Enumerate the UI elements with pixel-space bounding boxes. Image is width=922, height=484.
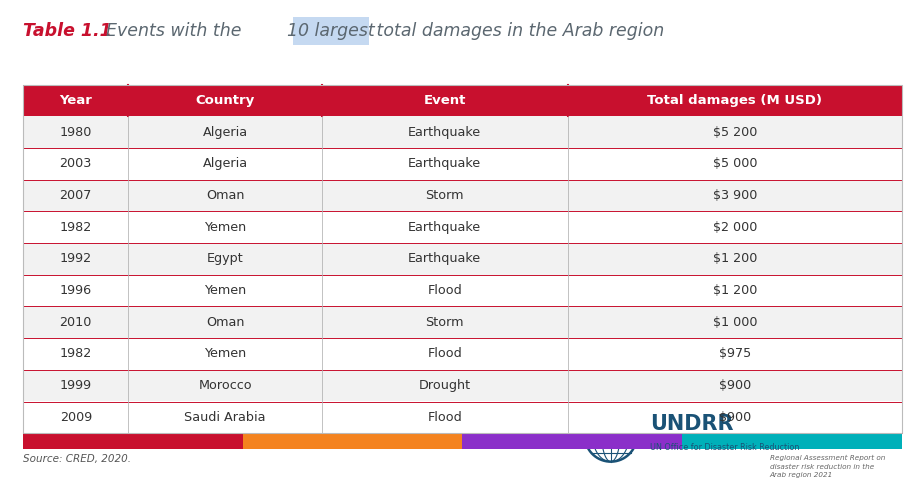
Text: Oman: Oman [206, 189, 244, 202]
Text: Algeria: Algeria [203, 157, 248, 170]
Text: $1 000: $1 000 [713, 316, 757, 329]
Text: Oman: Oman [206, 316, 244, 329]
Text: 1982: 1982 [60, 221, 92, 234]
Text: Regional Assessment Report on
disaster risk reduction in the
Arab region 2021: Regional Assessment Report on disaster r… [770, 455, 885, 478]
Text: Earthquake: Earthquake [408, 253, 481, 265]
Text: Egypt: Egypt [207, 253, 243, 265]
Text: UNDRR: UNDRR [650, 413, 734, 434]
Text: Flood: Flood [428, 411, 462, 424]
Text: UN Office for Disaster Risk Reduction: UN Office for Disaster Risk Reduction [650, 443, 799, 452]
Text: R: R [855, 402, 885, 440]
Text: $1 200: $1 200 [713, 284, 757, 297]
Text: $5 000: $5 000 [713, 157, 757, 170]
Text: Storm: Storm [426, 189, 464, 202]
Text: $975: $975 [718, 348, 751, 361]
Text: Year: Year [59, 94, 92, 107]
Text: Flood: Flood [428, 348, 462, 361]
Text: 1980: 1980 [60, 126, 92, 139]
Text: Saudi Arabia: Saudi Arabia [184, 411, 266, 424]
Text: Morocco: Morocco [198, 379, 252, 392]
Text: Drought: Drought [419, 379, 471, 392]
Text: Yemen: Yemen [204, 284, 246, 297]
Text: 1999: 1999 [60, 379, 92, 392]
Text: Я: Я [815, 402, 845, 440]
Text: 2007: 2007 [60, 189, 92, 202]
Text: Earthquake: Earthquake [408, 157, 481, 170]
Text: Earthquake: Earthquake [408, 126, 481, 139]
Text: 2009: 2009 [60, 411, 92, 424]
Text: $900: $900 [718, 411, 751, 424]
Text: Table 1.1: Table 1.1 [23, 22, 112, 41]
Text: Total damages (M USD): Total damages (M USD) [647, 94, 822, 107]
Text: Yemen: Yemen [204, 221, 246, 234]
Text: Flood: Flood [428, 284, 462, 297]
Text: 2010: 2010 [60, 316, 92, 329]
Text: 1982: 1982 [60, 348, 92, 361]
Text: 2003: 2003 [60, 157, 92, 170]
Text: Algeria: Algeria [203, 126, 248, 139]
Text: Yemen: Yemen [204, 348, 246, 361]
Text: $3 900: $3 900 [713, 189, 757, 202]
Text: Storm: Storm [426, 316, 464, 329]
Text: 10 largest: 10 largest [287, 22, 375, 41]
Text: R: R [774, 402, 805, 440]
Text: $900: $900 [718, 379, 751, 392]
Text: Source: CRED, 2020.: Source: CRED, 2020. [23, 454, 131, 464]
Text: Earthquake: Earthquake [408, 221, 481, 234]
Text: total damages in the Arab region: total damages in the Arab region [371, 22, 664, 41]
Text: $5 200: $5 200 [713, 126, 757, 139]
Text: Country: Country [195, 94, 254, 107]
Text: Events with the: Events with the [106, 22, 247, 41]
Text: 1996: 1996 [60, 284, 92, 297]
Text: 1992: 1992 [60, 253, 92, 265]
Text: $2 000: $2 000 [713, 221, 757, 234]
Text: Event: Event [423, 94, 466, 107]
Text: $1 200: $1 200 [713, 253, 757, 265]
